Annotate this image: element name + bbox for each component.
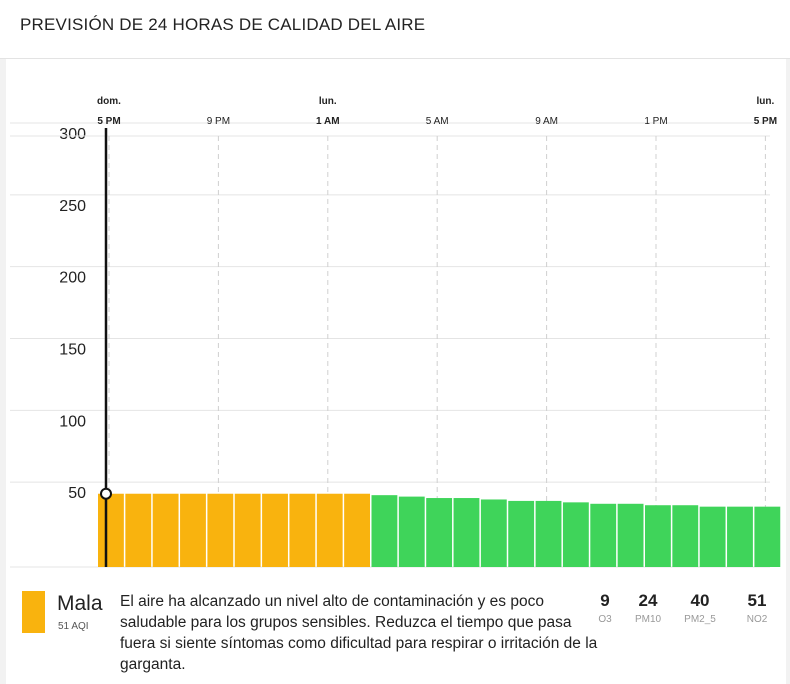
pollutant-pm2-5: 40 PM2_5: [675, 591, 725, 625]
pollutant-name: PM10: [634, 614, 662, 625]
aqi-description: El aire ha alcanzado un nivel alto de co…: [120, 593, 598, 673]
y-tick-label: 100: [59, 413, 86, 430]
title-divider: [0, 58, 790, 59]
aqi-bar: [234, 493, 261, 567]
aqi-forecast-chart: 50 100 150 200 250 300 dom. 5 PM 9 PM lun. 1 AM 5 A…: [10, 96, 781, 568]
aqi-bar: [262, 493, 288, 567]
pollutant-value: 24: [638, 591, 658, 610]
pollutant-value: 9: [600, 591, 610, 610]
left-margin-strip: [0, 59, 6, 684]
aqi-bar: [480, 499, 507, 567]
x-tick-day-label: lun.: [319, 96, 337, 107]
pollutant-name: O3: [598, 614, 612, 625]
aqi-bar: [699, 506, 726, 567]
x-tick-time-label: 9 AM: [535, 116, 558, 127]
aqi-bar: [344, 493, 370, 567]
aqi-bar: [535, 500, 562, 567]
aqi-bar: [180, 493, 206, 567]
current-value-point: [100, 487, 112, 500]
pollutant-o3: 9 O3: [580, 591, 630, 625]
x-tick-time-label: 5 PM: [97, 116, 120, 127]
aqi-bar: [672, 505, 699, 567]
aqi-bar: [371, 495, 398, 567]
right-margin-strip: [786, 59, 790, 684]
aqi-level-label: Mala: [57, 592, 103, 615]
pollutant-value: 40: [690, 591, 710, 610]
aqi-bar: [562, 502, 589, 567]
aqi-bar: [754, 506, 781, 567]
y-tick-label: 300: [59, 126, 86, 143]
pollutant-name: NO2: [746, 614, 768, 625]
aqi-bar: [426, 498, 453, 567]
aqi-bar: [645, 505, 671, 567]
x-tick-time-label: 5 AM: [426, 116, 449, 127]
pollutant-no2: 51 NO2: [732, 591, 782, 625]
y-tick-label: 50: [68, 485, 86, 502]
aqi-bar: [508, 500, 535, 567]
aqi-bar: [152, 493, 179, 567]
x-tick-time-label: 1 AM: [316, 116, 340, 127]
x-tick-day-label: lun.: [757, 96, 775, 107]
y-tick-label: 200: [59, 270, 86, 287]
aqi-level-swatch: [22, 591, 45, 633]
aqi-bar: [453, 498, 480, 567]
aqi-bar: [125, 493, 152, 567]
pollutant-pm10: 24 PM10: [623, 591, 673, 625]
aqi-bar: [289, 493, 316, 567]
pollutant-value: 51: [747, 591, 767, 610]
aqi-bar: [316, 493, 343, 567]
aqi-bar: [98, 493, 124, 567]
aqi-bar: [398, 496, 425, 567]
x-tick-day-label: dom.: [97, 96, 121, 107]
pollutant-name: PM2_5: [684, 614, 716, 625]
aqi-bar: [207, 493, 234, 567]
x-tick-time-label: 1 PM: [644, 116, 667, 127]
aqi-value-label: 51 AQI: [58, 621, 89, 632]
y-tick-label: 150: [59, 342, 86, 359]
aqi-bar: [727, 506, 753, 567]
x-tick-time-label: 9 PM: [207, 116, 230, 127]
aqi-bar: [617, 503, 644, 567]
y-tick-label: 250: [59, 198, 86, 215]
aqi-bar: [590, 503, 617, 567]
page-title: PREVISIÓN DE 24 HORAS DE CALIDAD DEL AIR…: [20, 15, 426, 34]
x-tick-time-label: 5 PM: [754, 116, 777, 127]
